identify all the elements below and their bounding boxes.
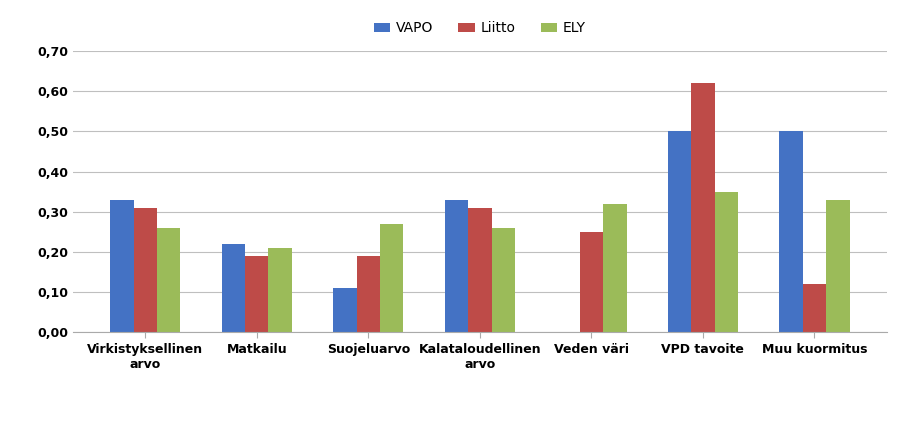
Bar: [380, 224, 403, 332]
Bar: [245, 256, 269, 332]
Bar: [334, 288, 356, 332]
Bar: [492, 228, 515, 332]
Bar: [356, 256, 380, 332]
Legend: VAPO, Liitto, ELY: VAPO, Liitto, ELY: [368, 16, 591, 41]
Bar: [221, 244, 245, 332]
Bar: [826, 200, 850, 332]
Bar: [780, 132, 802, 332]
Bar: [603, 204, 626, 332]
Bar: [691, 83, 715, 332]
Bar: [133, 208, 157, 332]
Bar: [157, 228, 180, 332]
Bar: [715, 192, 739, 332]
Bar: [802, 284, 826, 332]
Bar: [579, 232, 603, 332]
Bar: [269, 248, 292, 332]
Bar: [668, 132, 691, 332]
Bar: [445, 200, 468, 332]
Bar: [468, 208, 492, 332]
Bar: [110, 200, 133, 332]
